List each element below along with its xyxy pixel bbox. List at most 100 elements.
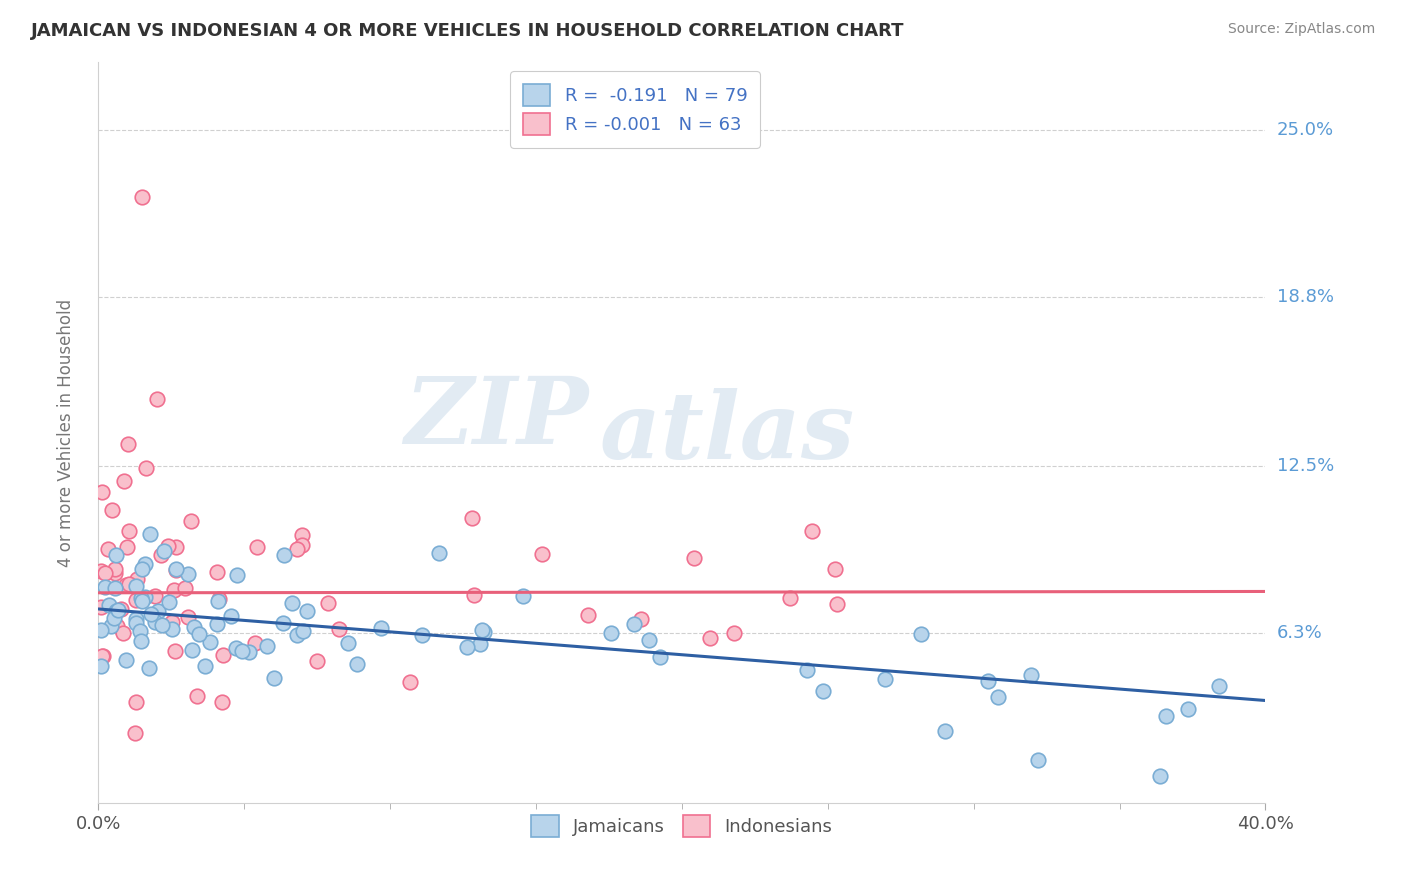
Point (165, 540, 187, 554)
Point (139, 607, 162, 621)
Point (160, 622, 183, 636)
Point (291, 624, 314, 638)
Point (115, 578, 138, 592)
Point (125, 593, 148, 607)
Point (305, 654, 328, 668)
Point (456, 640, 478, 655)
Point (157, 595, 180, 609)
Point (160, 615, 183, 630)
Text: 18.8%: 18.8% (1277, 287, 1333, 306)
Point (177, 566, 200, 581)
Point (174, 581, 197, 595)
Point (117, 437, 139, 451)
Point (163, 644, 186, 658)
Point (91, 648, 114, 663)
Point (110, 602, 132, 616)
Point (198, 635, 221, 649)
Point (180, 514, 202, 528)
Point (188, 627, 211, 641)
Point (129, 633, 152, 648)
Text: 12.5%: 12.5% (1277, 458, 1334, 475)
Point (131, 594, 153, 608)
Point (131, 562, 153, 576)
Point (134, 590, 156, 604)
Point (125, 615, 148, 630)
Point (153, 543, 176, 558)
Point (873, 672, 896, 686)
Point (827, 597, 849, 611)
Text: 25.0%: 25.0% (1277, 120, 1334, 139)
Point (90, 623, 112, 637)
Point (1208, 679, 1230, 693)
Point (165, 563, 187, 577)
Point (263, 671, 285, 685)
Point (112, 626, 135, 640)
Point (90, 599, 112, 614)
Point (105, 604, 128, 618)
Point (512, 589, 534, 603)
Point (472, 625, 495, 640)
Point (796, 663, 818, 677)
Point (779, 591, 801, 605)
Text: ZIP: ZIP (405, 373, 589, 463)
Point (271, 616, 294, 631)
Point (125, 572, 148, 586)
Point (205, 616, 228, 631)
Point (115, 540, 138, 554)
Point (96, 541, 118, 556)
Point (295, 604, 318, 618)
Point (125, 612, 148, 626)
Point (105, 548, 128, 562)
Point (177, 610, 200, 624)
Point (231, 644, 253, 658)
Point (245, 635, 267, 649)
Point (337, 635, 360, 649)
Point (427, 546, 450, 560)
Point (97, 598, 120, 612)
Point (163, 582, 186, 597)
Y-axis label: 4 or more Vehicles in Household: 4 or more Vehicles in Household (56, 299, 75, 566)
Point (723, 626, 745, 640)
Point (316, 596, 339, 610)
Point (287, 541, 309, 556)
Point (683, 550, 706, 565)
Point (138, 661, 160, 675)
Point (146, 603, 169, 617)
Point (124, 726, 146, 740)
Point (328, 622, 350, 636)
Point (225, 641, 247, 656)
Point (117, 577, 139, 591)
Point (1021, 668, 1043, 682)
Point (165, 562, 187, 576)
Point (104, 566, 127, 581)
Point (146, 392, 169, 406)
Point (194, 658, 217, 673)
Point (238, 644, 260, 658)
Point (183, 620, 205, 634)
Point (124, 579, 146, 593)
Point (291, 527, 314, 541)
Point (219, 609, 242, 624)
Point (91, 649, 114, 664)
Point (977, 673, 1000, 688)
Point (531, 547, 554, 561)
Point (463, 588, 485, 602)
Point (93, 566, 115, 580)
Point (186, 690, 208, 704)
Point (150, 548, 173, 562)
Point (987, 690, 1010, 704)
Point (256, 640, 278, 654)
Point (128, 624, 150, 638)
Point (90, 659, 112, 673)
Point (115, 653, 138, 667)
Point (1149, 769, 1171, 783)
Point (104, 562, 127, 576)
Point (811, 683, 834, 698)
Point (699, 631, 721, 645)
Point (281, 596, 304, 610)
Point (600, 626, 623, 640)
Point (934, 724, 956, 739)
Point (94, 580, 117, 594)
Point (100, 618, 122, 632)
Point (150, 618, 173, 632)
